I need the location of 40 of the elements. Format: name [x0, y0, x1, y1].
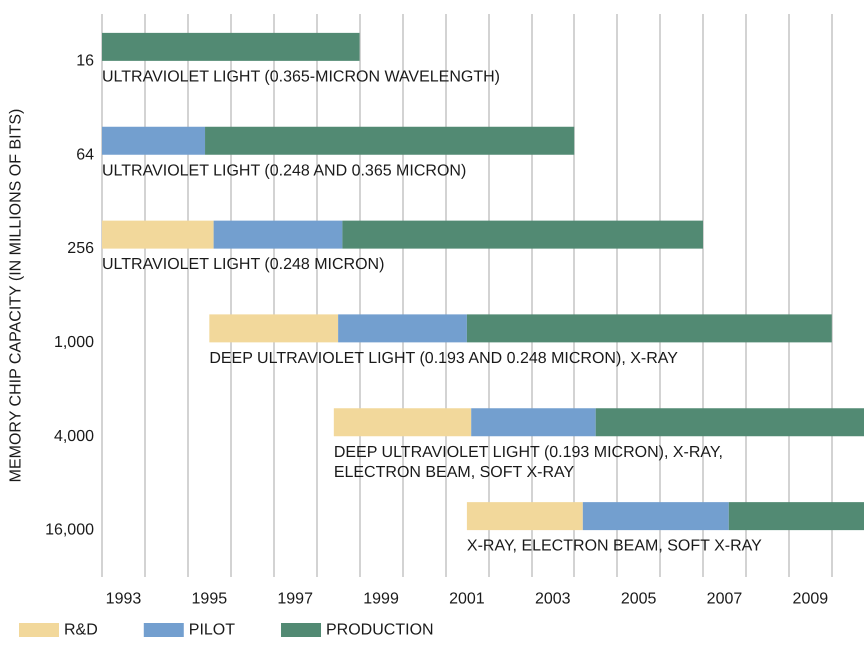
bar: [466, 502, 583, 530]
y-tick-label: 4,000: [54, 428, 94, 445]
x-tick-label: 2001: [449, 590, 485, 608]
bar: [334, 408, 472, 436]
legend-label: PILOT: [188, 622, 236, 638]
x-tick-label: 1995: [192, 590, 228, 608]
bar: [466, 314, 832, 342]
x-tick-label: 2005: [620, 590, 657, 608]
bar: [102, 126, 206, 155]
y-tick-label: 64: [76, 146, 94, 164]
y-tick-label: 16: [76, 52, 94, 70]
bar: [214, 220, 342, 249]
y-axis-title: MEMORY CHIP CAPACITY (IN MILLIONS OF BITS): [8, 108, 24, 482]
bar: [205, 126, 574, 155]
x-tick-label: 2009: [792, 590, 828, 608]
bar: [342, 220, 704, 249]
bar: [209, 314, 338, 342]
annotation: ULTRAVIOLET LIGHT (0.248 AND 0.365 MICRON): [102, 162, 466, 180]
annotation: ULTRAVIOLET LIGHT (0.248 MICRON): [102, 256, 384, 274]
x-tick-label: 1993: [106, 590, 142, 608]
bar: [582, 502, 729, 530]
bar: [102, 32, 360, 61]
annotation: DEEP ULTRAVIOLET LIGHT (0.193 MICRON), X-RAY, ELECTRON BEAM, SOFT X-RAY: [334, 444, 728, 481]
bar: [471, 408, 596, 436]
annotation: DEEP ULTRAVIOLET LIGHT (0.193 AND 0.248 MICRON), X-RAY: [209, 350, 678, 367]
x-tick-label: 2003: [534, 590, 571, 608]
annotation: ULTRAVIOLET LIGHT (0.365-MICRON WAVELENGTH): [102, 68, 500, 86]
y-tick-label: 16,000: [45, 522, 94, 539]
legend-label: R&D: [64, 622, 98, 638]
annotation: X-RAY, ELECTRON BEAM, SOFT X-RAY: [466, 538, 762, 555]
bar: [102, 220, 214, 249]
bar: [596, 408, 864, 436]
y-tick-label: 1,000: [54, 334, 94, 351]
x-tick-label: 1999: [363, 590, 399, 608]
x-tick-label: 2007: [706, 590, 742, 608]
x-tick-label: 1997: [277, 590, 314, 608]
bar: [338, 314, 467, 342]
bar: [728, 502, 864, 530]
y-tick-label: 256: [67, 240, 94, 258]
legend-label: PRODUCTION: [326, 622, 434, 638]
